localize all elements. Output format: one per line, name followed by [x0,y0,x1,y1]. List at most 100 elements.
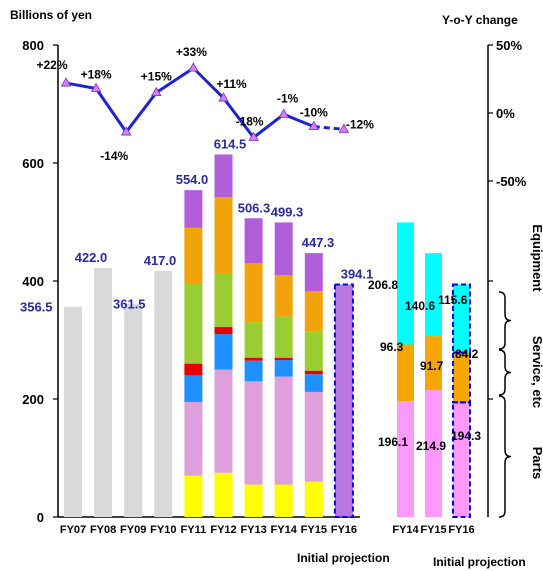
yoy-label: +18% [81,68,112,82]
breakdown-equipment-segment [453,284,470,353]
yoy-label: -10% [300,106,328,120]
breakdown-category-label: FY15 [420,524,446,536]
category-label: FY14 [271,524,298,536]
bar-segment-green [184,283,203,364]
bar-segment-orange [274,275,293,317]
note-initial-projection: Initial projection [433,555,526,569]
category-label: FY07 [60,524,86,536]
breakdown-legend-label: Service, etc [530,336,543,408]
category-label: FY16 [331,524,357,536]
breakdown-service-segment [397,344,414,402]
right-axis-title: Y-o-Y change [442,13,518,27]
bar-segment-blue [184,375,203,402]
breakdown-value-label: 115.6 [438,293,468,307]
note-initial-projection: Initial projection [297,551,390,565]
bar-segment-blue [274,360,293,377]
bar-segment-green [244,322,263,358]
bar-segment-orange [214,197,233,274]
right-tick-label: 50% [496,38,522,53]
category-label: FY12 [210,524,236,536]
yoy-marker [121,126,132,136]
bar-gray [154,270,173,517]
category-label: FY15 [301,524,327,536]
bar-total-label: 554.0 [176,172,209,187]
bar-segment-blue [214,334,233,370]
right-tick-label: -50% [496,174,527,189]
category-label: FY13 [240,524,266,536]
bar-segment-purple [184,190,203,228]
yoy-marker [308,120,319,130]
bar-segment-pink [184,401,203,476]
breakdown-equipment-segment [397,222,414,345]
equipment-brace [498,291,512,350]
breakdown-value-label: 84.2 [455,347,479,361]
category-label: FY11 [181,524,207,536]
yoy-marker [248,131,259,141]
breakdown-legend-label: Equipment [530,224,543,292]
yoy-label: -18% [236,114,264,128]
bar-gray [94,268,113,517]
yoy-label: +22% [36,58,67,72]
bar-segment-green [304,331,323,371]
yoy-marker [151,86,162,96]
breakdown-value-label: 214.9 [416,439,446,453]
yoy-marker [218,92,229,102]
bar-segment-green [274,316,293,358]
bar-total-label: 614.5 [214,136,247,151]
bar-segment-blue [304,374,323,392]
left-tick-label: 600 [22,156,44,171]
bar-segment-yellow [304,481,323,517]
bar-segment-green [214,273,233,328]
bar-segment-orange [244,263,263,323]
service-brace [498,349,512,396]
breakdown-value-label: 206.8 [368,278,398,292]
bar-segment-purple [274,222,293,276]
bar-total-label: 506.3 [238,200,271,215]
bar-segment-red [184,363,203,376]
breakdown-category-label: FY16 [448,524,474,536]
bar-total-label: 417.0 [144,253,177,268]
yoy-label: +11% [216,77,247,91]
bar-total-label: 356.5 [20,300,53,315]
yoy-label: -12% [346,117,374,131]
breakdown-projection-outline [452,401,471,519]
bar-segment-purple [244,218,263,264]
breakdown-category-label: FY14 [392,524,419,536]
category-label: FY08 [90,524,116,536]
left-tick-label: 800 [22,38,44,53]
breakdown-parts-segment [425,390,442,517]
breakdown-service-segment [425,336,442,391]
yoy-label: +33% [176,45,207,59]
left-tick-label: 0 [37,510,44,525]
bar-segment-pink [214,369,233,473]
bar-segment-red [274,357,293,361]
category-label: FY09 [120,524,146,536]
breakdown-parts-segment [397,401,414,517]
bar-segment-red [244,357,263,361]
bar-segment-yellow [274,484,293,517]
parts-brace [498,395,512,518]
yoy-label: -1% [277,91,299,105]
bar-segment-orange [184,227,203,284]
category-label: FY10 [150,524,176,536]
yoy-label: -14% [100,149,128,163]
breakdown-value-label: 140.6 [405,299,435,313]
left-axis-title: Billions of yen [10,8,92,22]
bar-segment-yellow [184,475,203,517]
bar-total-label: 447.3 [302,235,335,250]
bar-gray [124,303,143,517]
breakdown-parts-segment [453,402,470,517]
bar-segment-purple [214,154,233,198]
yoy-marker [278,108,289,118]
breakdown-value-label: 96.3 [380,340,404,354]
yoy-marker [188,62,199,72]
breakdown-value-label: 196.1 [378,435,408,449]
breakdown-legend-label: Parts [530,447,543,480]
bar-total-label: 394.1 [341,266,374,281]
yoy-marker [90,82,102,92]
bar-gray [64,306,82,517]
yoy-marker [338,123,350,133]
bar-total-label: 361.5 [113,297,146,312]
bar-total-label: 422.0 [75,250,108,265]
